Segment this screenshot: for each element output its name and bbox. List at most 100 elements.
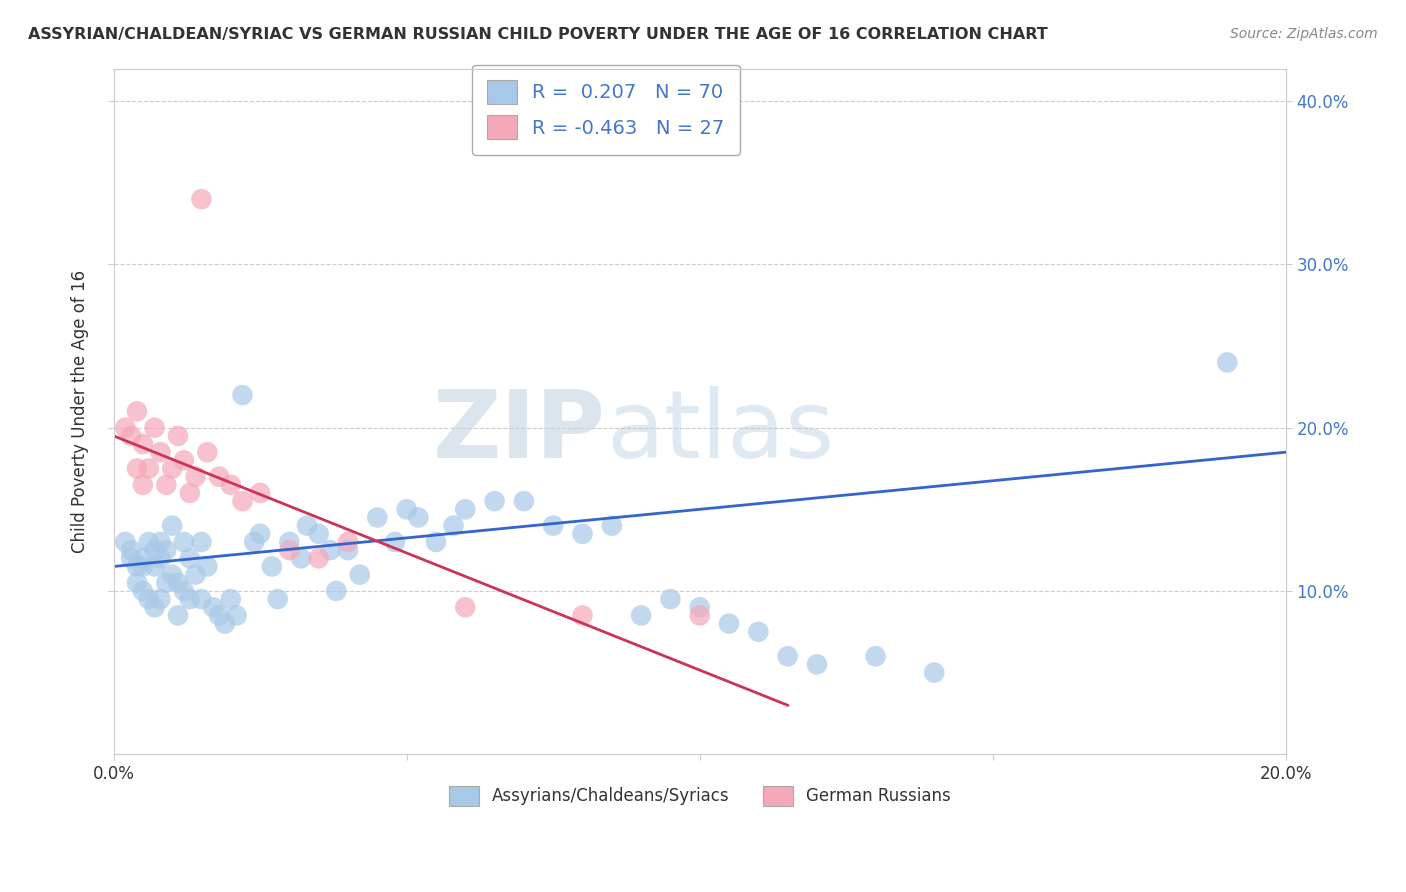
Point — [249, 486, 271, 500]
Point — [138, 592, 160, 607]
Point — [179, 486, 201, 500]
Point — [513, 494, 536, 508]
Point — [195, 445, 218, 459]
Point — [922, 665, 945, 680]
Point — [659, 592, 682, 607]
Point — [249, 526, 271, 541]
Point — [167, 429, 190, 443]
Point — [173, 453, 195, 467]
Point — [208, 469, 231, 483]
Point — [231, 388, 253, 402]
Point — [231, 494, 253, 508]
Point — [155, 478, 177, 492]
Point — [132, 583, 155, 598]
Point — [219, 478, 242, 492]
Text: atlas: atlas — [606, 386, 834, 478]
Point — [225, 608, 247, 623]
Point — [806, 657, 828, 672]
Point — [319, 543, 342, 558]
Point — [173, 535, 195, 549]
Point — [425, 535, 447, 549]
Point — [167, 575, 190, 590]
Point — [630, 608, 652, 623]
Point — [337, 543, 360, 558]
Y-axis label: Child Poverty Under the Age of 16: Child Poverty Under the Age of 16 — [72, 269, 89, 553]
Text: Source: ZipAtlas.com: Source: ZipAtlas.com — [1230, 27, 1378, 41]
Point — [278, 543, 301, 558]
Point — [190, 535, 212, 549]
Point — [443, 518, 465, 533]
Point — [138, 461, 160, 475]
Point — [125, 559, 148, 574]
Point — [160, 518, 183, 533]
Point — [484, 494, 506, 508]
Point — [190, 192, 212, 206]
Text: ASSYRIAN/CHALDEAN/SYRIAC VS GERMAN RUSSIAN CHILD POVERTY UNDER THE AGE OF 16 COR: ASSYRIAN/CHALDEAN/SYRIAC VS GERMAN RUSSI… — [28, 27, 1047, 42]
Point — [179, 551, 201, 566]
Point — [132, 478, 155, 492]
Point — [132, 559, 155, 574]
Point — [243, 535, 266, 549]
Point — [195, 559, 218, 574]
Point — [125, 461, 148, 475]
Point — [167, 608, 190, 623]
Point — [278, 535, 301, 549]
Point — [184, 567, 207, 582]
Point — [114, 420, 136, 434]
Point — [160, 461, 183, 475]
Point — [349, 567, 371, 582]
Legend: Assyrians/Chaldeans/Syriacs, German Russians: Assyrians/Chaldeans/Syriacs, German Russ… — [440, 778, 959, 814]
Point — [149, 592, 172, 607]
Point — [865, 649, 887, 664]
Point — [208, 608, 231, 623]
Point — [143, 600, 166, 615]
Point — [325, 583, 347, 598]
Point — [143, 559, 166, 574]
Point — [149, 551, 172, 566]
Point — [384, 535, 406, 549]
Point — [454, 600, 477, 615]
Point — [132, 551, 155, 566]
Point — [149, 535, 172, 549]
Point — [132, 437, 155, 451]
Point — [600, 518, 623, 533]
Point — [173, 583, 195, 598]
Point — [143, 543, 166, 558]
Point — [120, 551, 142, 566]
Point — [149, 445, 172, 459]
Point — [1216, 355, 1239, 369]
Point — [260, 559, 283, 574]
Point — [214, 616, 236, 631]
Point — [155, 543, 177, 558]
Point — [184, 469, 207, 483]
Point — [571, 526, 593, 541]
Point — [290, 551, 312, 566]
Point — [408, 510, 430, 524]
Point — [143, 420, 166, 434]
Point — [718, 616, 741, 631]
Point — [689, 608, 711, 623]
Point — [155, 575, 177, 590]
Point — [120, 543, 142, 558]
Text: ZIP: ZIP — [433, 386, 606, 478]
Point — [308, 526, 330, 541]
Point — [747, 624, 769, 639]
Point — [541, 518, 564, 533]
Point — [266, 592, 288, 607]
Point — [190, 592, 212, 607]
Point — [308, 551, 330, 566]
Point — [125, 404, 148, 418]
Point — [114, 535, 136, 549]
Point — [395, 502, 418, 516]
Point — [571, 608, 593, 623]
Point — [125, 575, 148, 590]
Point — [179, 592, 201, 607]
Point — [219, 592, 242, 607]
Point — [295, 518, 318, 533]
Point — [776, 649, 799, 664]
Point — [454, 502, 477, 516]
Point — [120, 429, 142, 443]
Point — [689, 600, 711, 615]
Point — [138, 535, 160, 549]
Point — [337, 535, 360, 549]
